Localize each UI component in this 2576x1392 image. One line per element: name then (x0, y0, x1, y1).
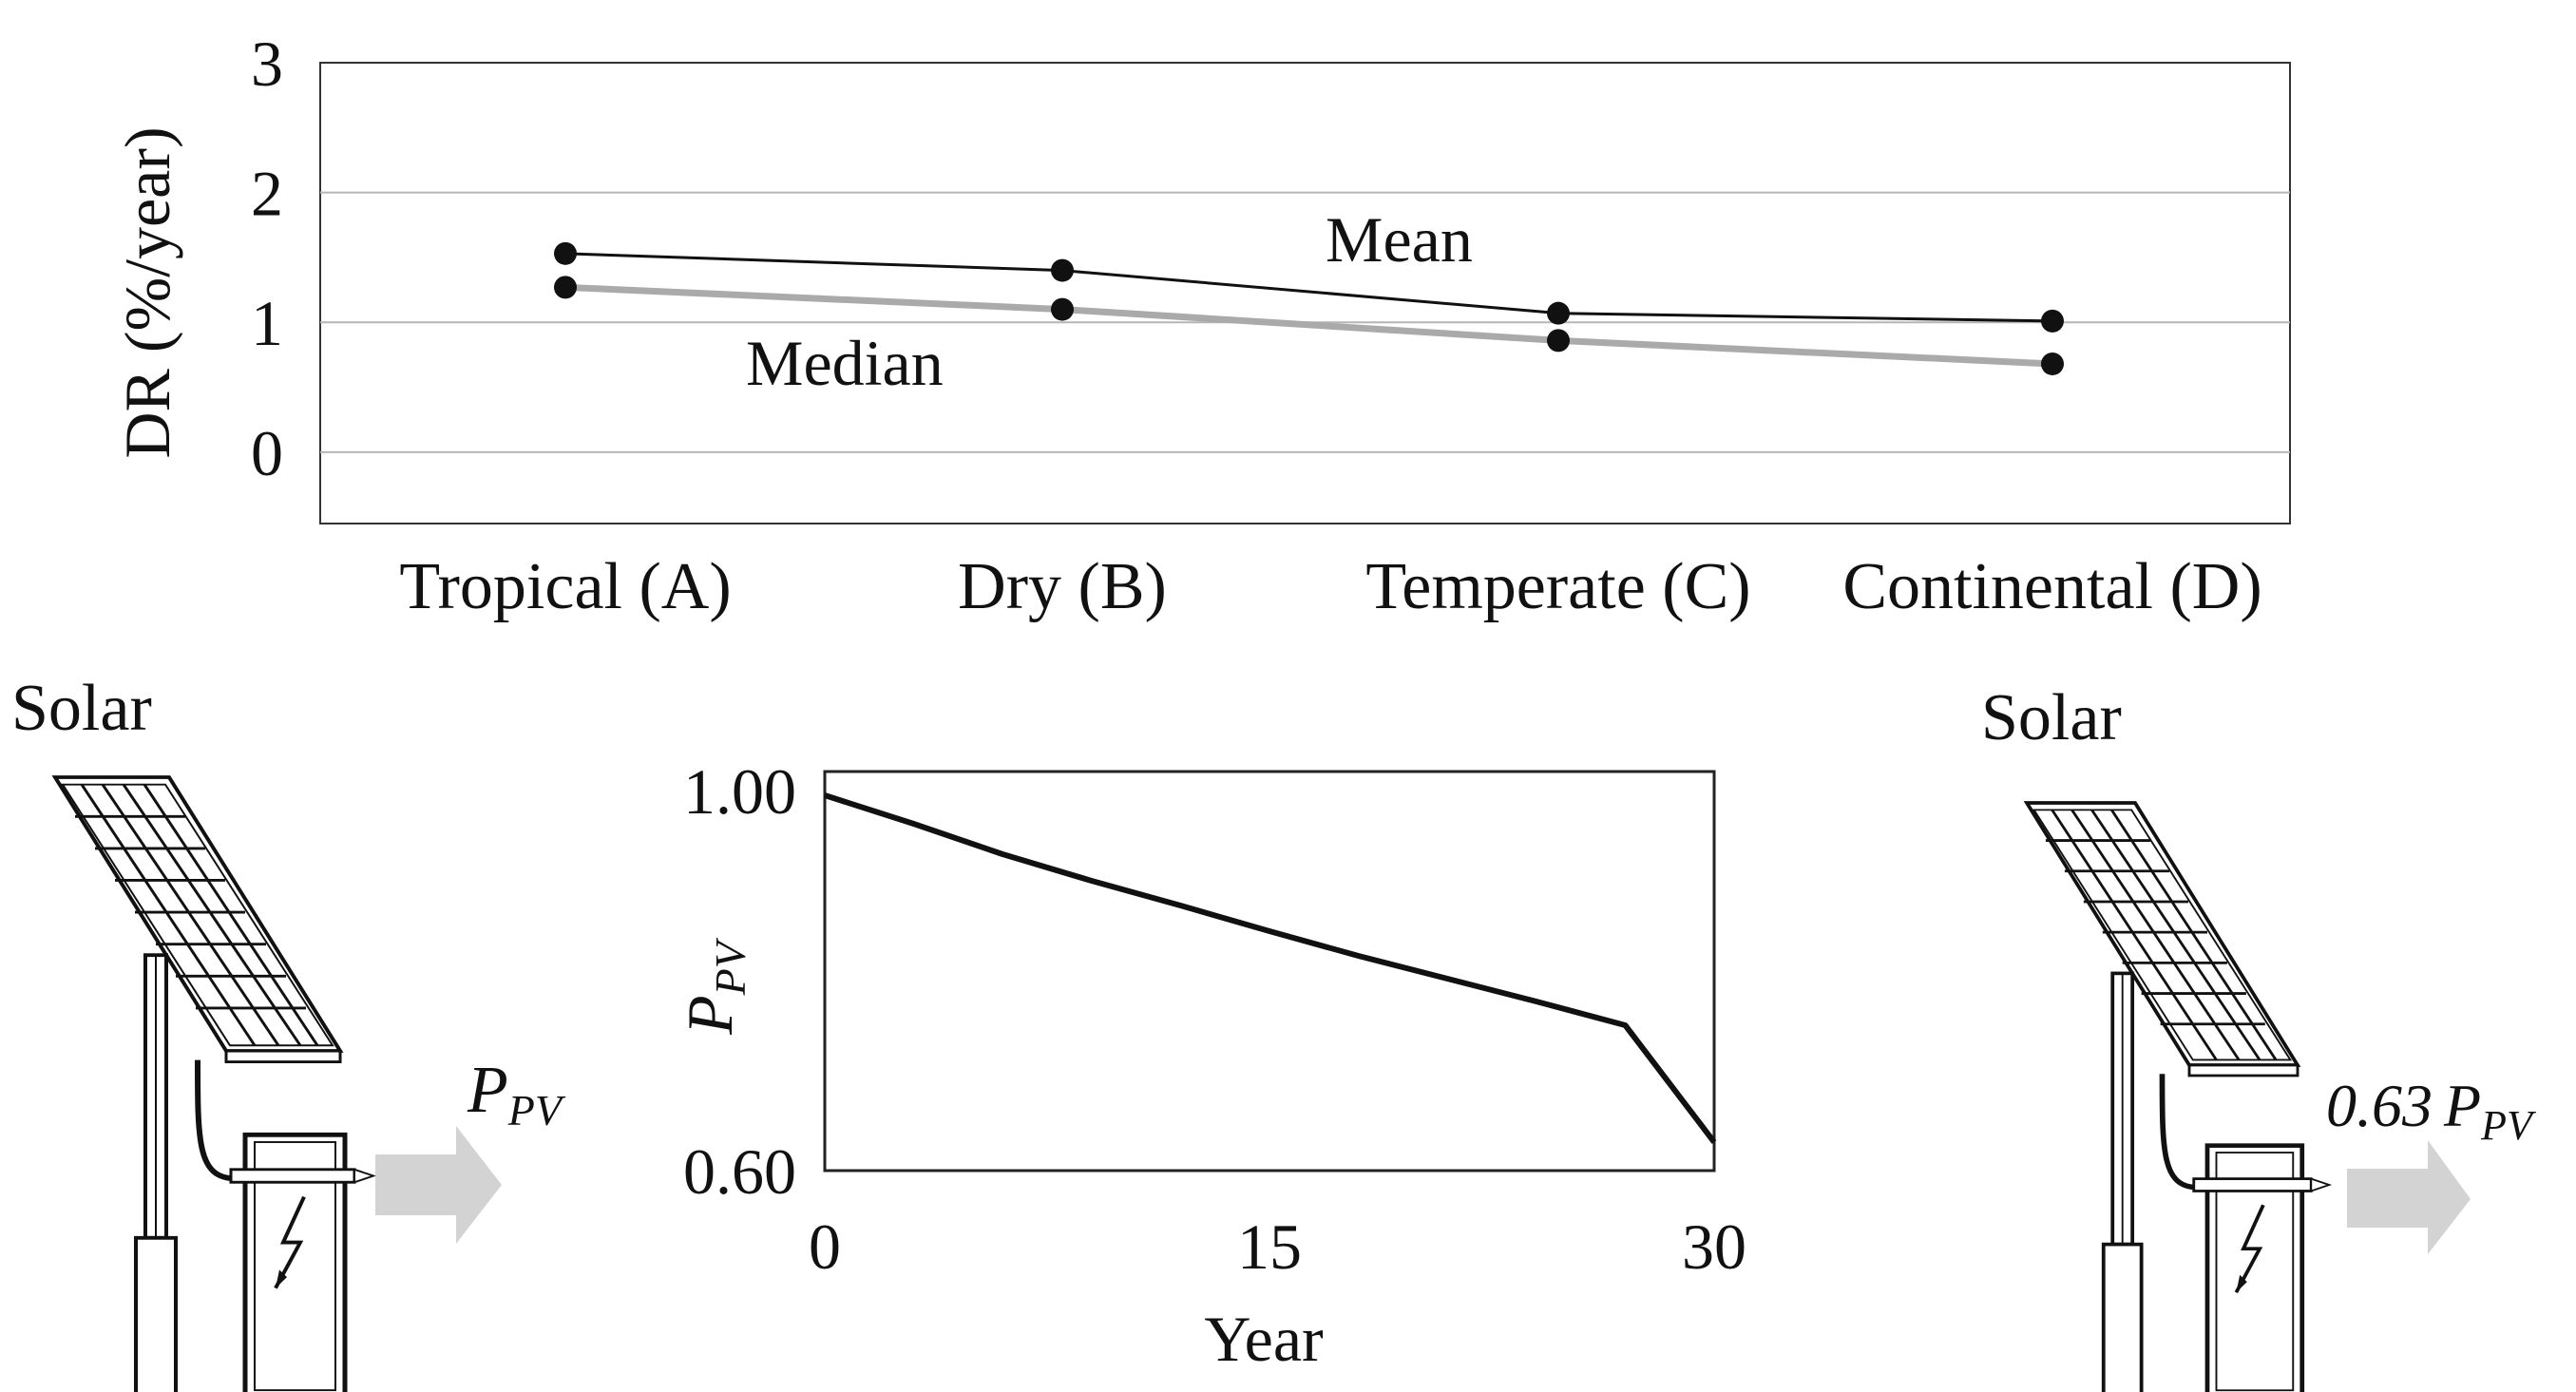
right-solar-panel-icon (2027, 803, 2334, 1392)
right-solar-group: Solar 0.63 PPV (1981, 681, 2537, 1392)
top-x-tick-label: Dry (B) (958, 550, 1167, 623)
top-x-tick-label: Continental (D) (1842, 550, 2261, 623)
top-chart-series (554, 241, 2064, 375)
series-line-mean (564, 252, 2053, 323)
data-point-mean (2041, 309, 2064, 333)
bottom-chart-frame (823, 770, 1716, 1173)
degradation-rate-chart: 0 1 2 3 Tropical (A) Dry (B) Temperate (C) Con… (111, 28, 2291, 623)
left-solar-panel-icon (55, 777, 378, 1392)
top-chart-frame (319, 62, 2291, 524)
power-decay-curve (824, 792, 1717, 1144)
data-point-mean (1547, 301, 1570, 325)
bottom-chart-y-axis-label: PPV (674, 937, 754, 1036)
left-output-arrow-icon (375, 1126, 502, 1244)
data-point-mean (1051, 258, 1074, 282)
data-point-median (554, 276, 577, 299)
top-y-tick-label: 1 (251, 287, 283, 359)
top-x-tick-label: Tropical (A) (399, 550, 731, 623)
right-output-arrow-icon (2347, 1140, 2471, 1254)
data-point-median (1051, 297, 1074, 321)
top-chart-y-axis-label: DR (%/year) (111, 126, 183, 458)
data-point-mean (554, 241, 577, 265)
svg-text:PPV: PPV (674, 937, 754, 1036)
top-chart-x-ticks: Tropical (A) Dry (B) Temperate (C) Continen… (399, 550, 2261, 623)
bottom-x-tick-label: 15 (1237, 1211, 1302, 1283)
series-line-median (564, 283, 2053, 368)
left-solar-title: Solar (11, 672, 152, 745)
top-y-tick-label: 3 (251, 28, 283, 100)
top-x-tick-label: Temperate (C) (1365, 550, 1750, 623)
data-point-median (1547, 329, 1570, 353)
top-y-tick-label: 0 (251, 417, 283, 489)
y-label-sub: PV (706, 937, 754, 996)
left-output-label: PPV (467, 1054, 566, 1135)
bottom-chart-y-ticks: 1.00 0.60 (683, 755, 796, 1208)
top-y-tick-label: 2 (251, 158, 283, 230)
bottom-chart-x-ticks: 0 15 30 (809, 1211, 1746, 1283)
bottom-chart-x-axis-label: Year (1204, 1303, 1324, 1375)
left-solar-group: Solar PPV (11, 672, 566, 1392)
power-decay-chart: 1.00 0.60 0 15 30 Year PPV (674, 755, 1746, 1375)
y-label-main: P (674, 995, 746, 1036)
bottom-x-tick-label: 0 (809, 1211, 841, 1283)
bottom-y-tick-label: 0.60 (683, 1135, 796, 1208)
bottom-chart-series (824, 792, 1717, 1144)
bottom-x-tick-label: 30 (1682, 1211, 1746, 1283)
data-point-median (2041, 352, 2064, 375)
top-chart-y-ticks: 0 1 2 3 (251, 28, 283, 489)
right-output-label: 0.63 PPV (2326, 1072, 2537, 1149)
median-series-label: Median (746, 327, 944, 399)
bottom-y-tick-label: 1.00 (683, 755, 796, 828)
right-solar-title: Solar (1981, 681, 2122, 754)
mean-series-label: Mean (1326, 203, 1473, 276)
